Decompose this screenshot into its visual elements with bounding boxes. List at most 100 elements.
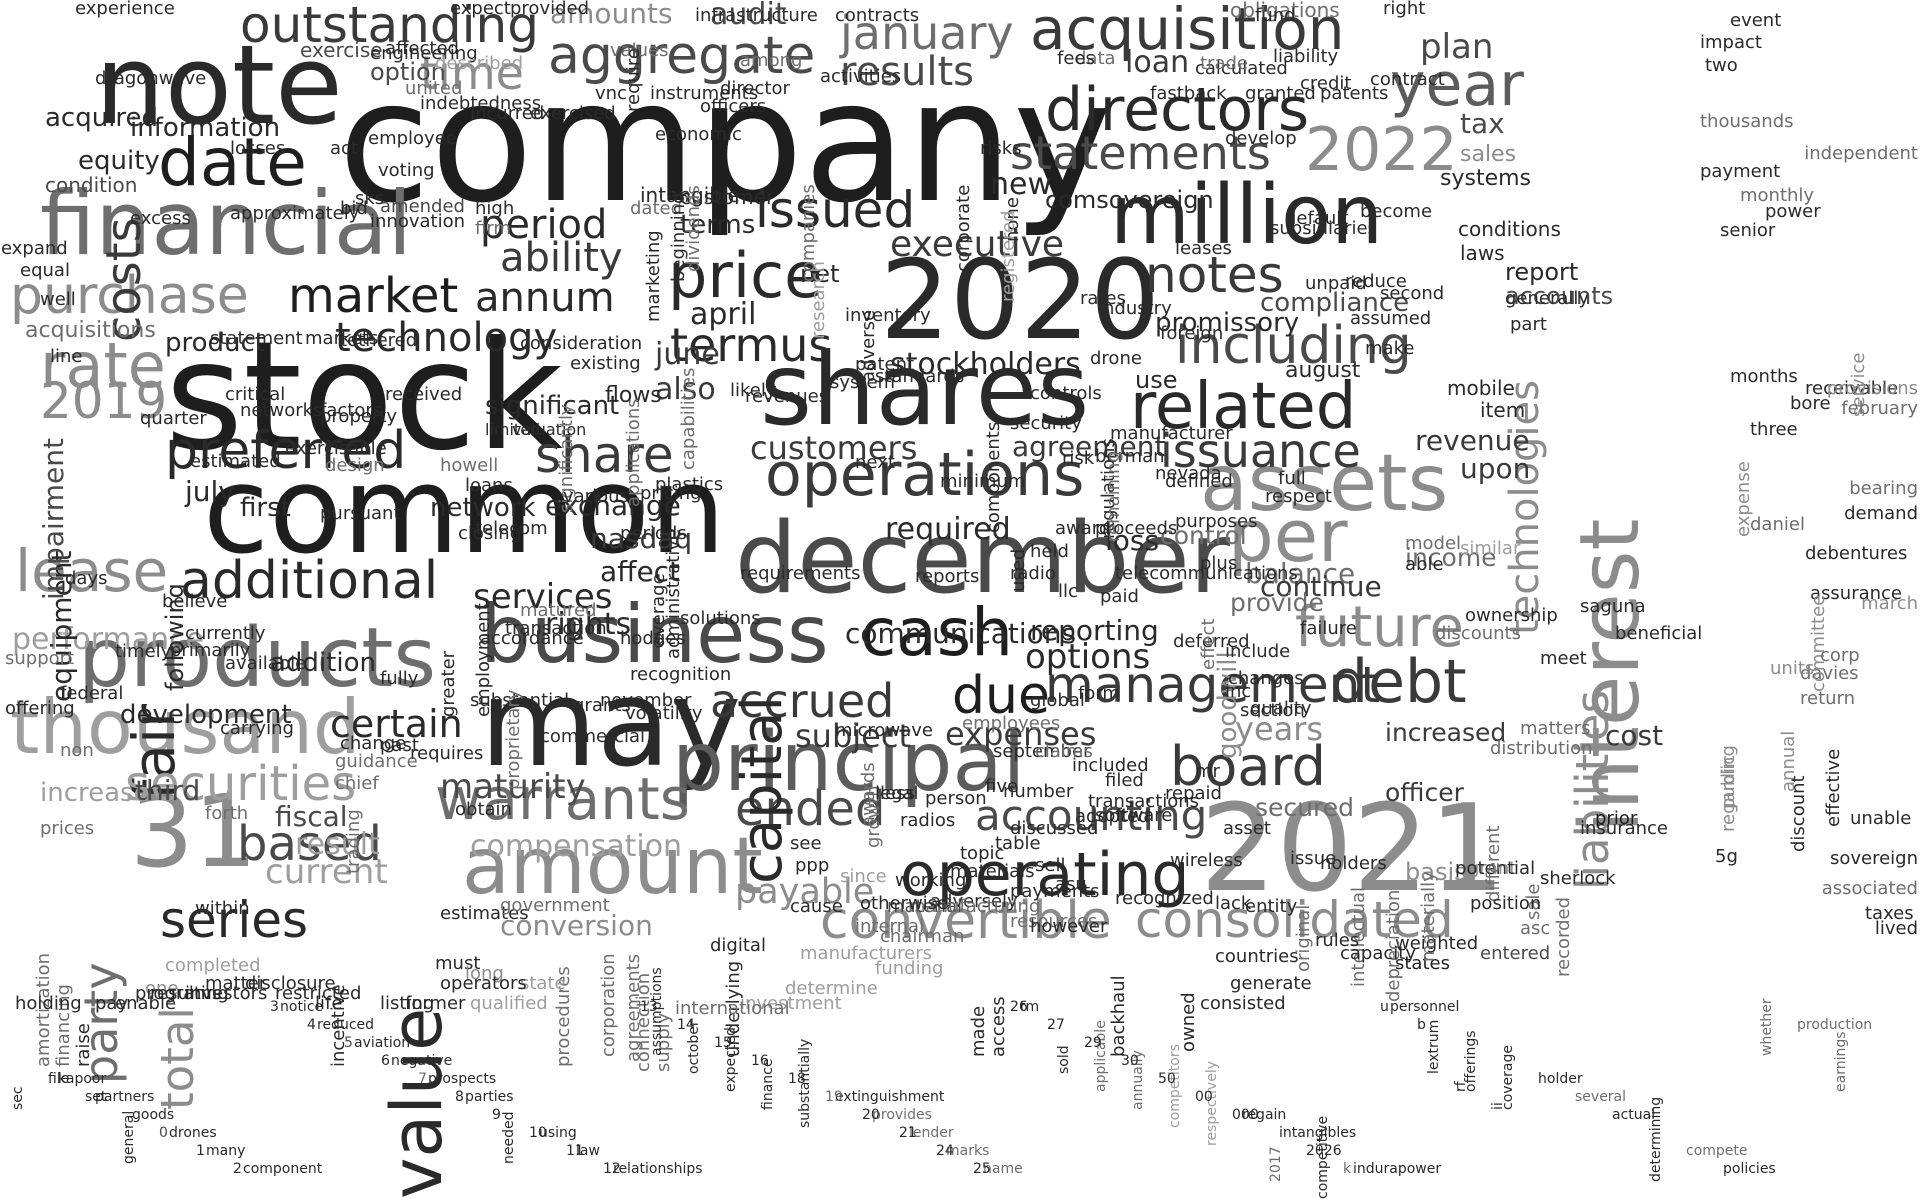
word-required: required	[885, 512, 1011, 547]
word-aggregate: aggregate	[548, 26, 816, 86]
word-issued: issued	[755, 181, 916, 239]
word-able: able	[1405, 554, 1444, 575]
word-exercise: exercise	[300, 38, 383, 62]
word-available: available	[225, 653, 307, 674]
word-voting: voting	[378, 160, 435, 181]
word-return: return	[1800, 688, 1856, 709]
word-preferred: preferred	[165, 421, 407, 481]
word-primarily: primarily	[170, 640, 251, 661]
word-notice: notice	[280, 999, 324, 1015]
word-u: u	[1380, 999, 1389, 1015]
word-actual: actual	[1612, 1107, 1656, 1123]
word-radio: radio	[1010, 563, 1056, 584]
word-7: 7	[418, 1071, 427, 1087]
word-employees: employees	[962, 713, 1061, 734]
word-minimum: minimum	[940, 471, 1026, 492]
word-two: two	[1705, 55, 1738, 76]
word-impairment: impairment	[37, 437, 70, 600]
word-fastback: fastback	[1150, 83, 1227, 104]
word-default: default	[1285, 208, 1349, 229]
word-18: 18	[788, 1071, 806, 1087]
word-leases: leases	[1175, 238, 1232, 259]
word-lack: lack	[1215, 893, 1252, 914]
word-november: november	[600, 690, 692, 711]
word-mobile: mobile	[1447, 376, 1515, 400]
word-issuance: issuance	[1160, 424, 1361, 478]
word-markets: markets	[305, 328, 379, 349]
word-expect: expect	[450, 0, 511, 19]
word-mr: mr	[1195, 761, 1220, 782]
word-16: 16	[751, 1053, 769, 1069]
word-different: different	[1483, 825, 1504, 902]
word-24: 24	[936, 1143, 954, 1159]
word-countries: countries	[1215, 946, 1299, 967]
word-holder: holder	[1538, 1071, 1583, 1087]
word-corporation: corporation	[598, 953, 619, 1057]
word-needed: needed	[501, 1111, 517, 1165]
word-since: since	[840, 866, 887, 887]
word-demand: demand	[1844, 503, 1918, 524]
word-systems: systems	[1440, 166, 1531, 191]
word-plus: plus	[1200, 553, 1238, 574]
word-table: table	[995, 833, 1041, 854]
word-components: components	[983, 421, 1004, 533]
word-acquisitions: acquisitions	[25, 318, 156, 343]
word-principal: principal	[672, 715, 1026, 810]
word-provisions: provisions	[1826, 378, 1918, 399]
word-third: third	[135, 774, 201, 807]
word-chief: chief	[335, 773, 379, 794]
word-use: use	[1135, 366, 1178, 394]
word-executive: executive	[890, 224, 1065, 265]
word-become: become	[1360, 201, 1433, 222]
word-factors: factors	[320, 400, 383, 421]
word-lender: lender	[909, 1125, 954, 1141]
word-product: product	[165, 328, 266, 358]
word-cause: cause	[790, 896, 843, 917]
word-basis: basis	[1405, 858, 1467, 886]
word-networks: networks	[240, 400, 323, 421]
word-impact: impact	[1700, 32, 1762, 53]
word-fiscal: fiscal	[275, 800, 348, 833]
word-also: also	[655, 372, 716, 407]
word-one: one	[145, 978, 179, 999]
word-notes: notes	[1145, 246, 1284, 304]
word-asu: asu	[1055, 874, 1087, 895]
word-significant: significant	[485, 391, 620, 421]
word-intangibles: intangibles	[1279, 1125, 1357, 1141]
word-april: april	[690, 297, 757, 332]
word-adopted: adopted	[1075, 806, 1150, 827]
word-million: million	[1110, 168, 1384, 263]
word-000: 000	[1232, 1107, 1259, 1123]
word-global: global	[1030, 690, 1085, 711]
word-00: 00	[1195, 1089, 1213, 1105]
word-access: access	[988, 996, 1009, 1057]
word-1: 1	[196, 1143, 205, 1159]
word-extinguishment: extinguishment	[835, 1089, 945, 1105]
word-flows: flows	[605, 383, 662, 408]
word-years: years	[1235, 710, 1324, 748]
word-options: options	[1025, 637, 1151, 677]
word-business: business	[480, 588, 829, 681]
word-june: june	[655, 337, 720, 372]
word-federal: federal	[60, 683, 124, 704]
word-award: award	[1055, 518, 1111, 539]
word-balance: balance	[1245, 557, 1356, 590]
word-held: held	[1030, 541, 1069, 562]
word-high: high	[475, 198, 515, 219]
word-administrative: administrative	[663, 528, 684, 659]
word-material: material	[887, 896, 963, 917]
word-quality: quality	[1250, 698, 1312, 719]
word-july: july	[185, 475, 235, 508]
word-exercised: exercised	[530, 103, 616, 124]
word-contract: contract	[1370, 69, 1445, 90]
word-officers: officers	[700, 96, 767, 117]
word-additional: additional	[180, 551, 439, 611]
word-amended: amended	[380, 196, 465, 217]
word-part: part	[1510, 314, 1547, 335]
word-outstanding: outstanding	[240, 0, 539, 54]
word-reports: reports	[915, 566, 980, 587]
word-shares: shares	[760, 331, 1090, 448]
word-units: units	[1770, 658, 1815, 679]
word-bearing: bearing	[1849, 478, 1918, 499]
word-thousands: thousands	[1700, 111, 1794, 132]
